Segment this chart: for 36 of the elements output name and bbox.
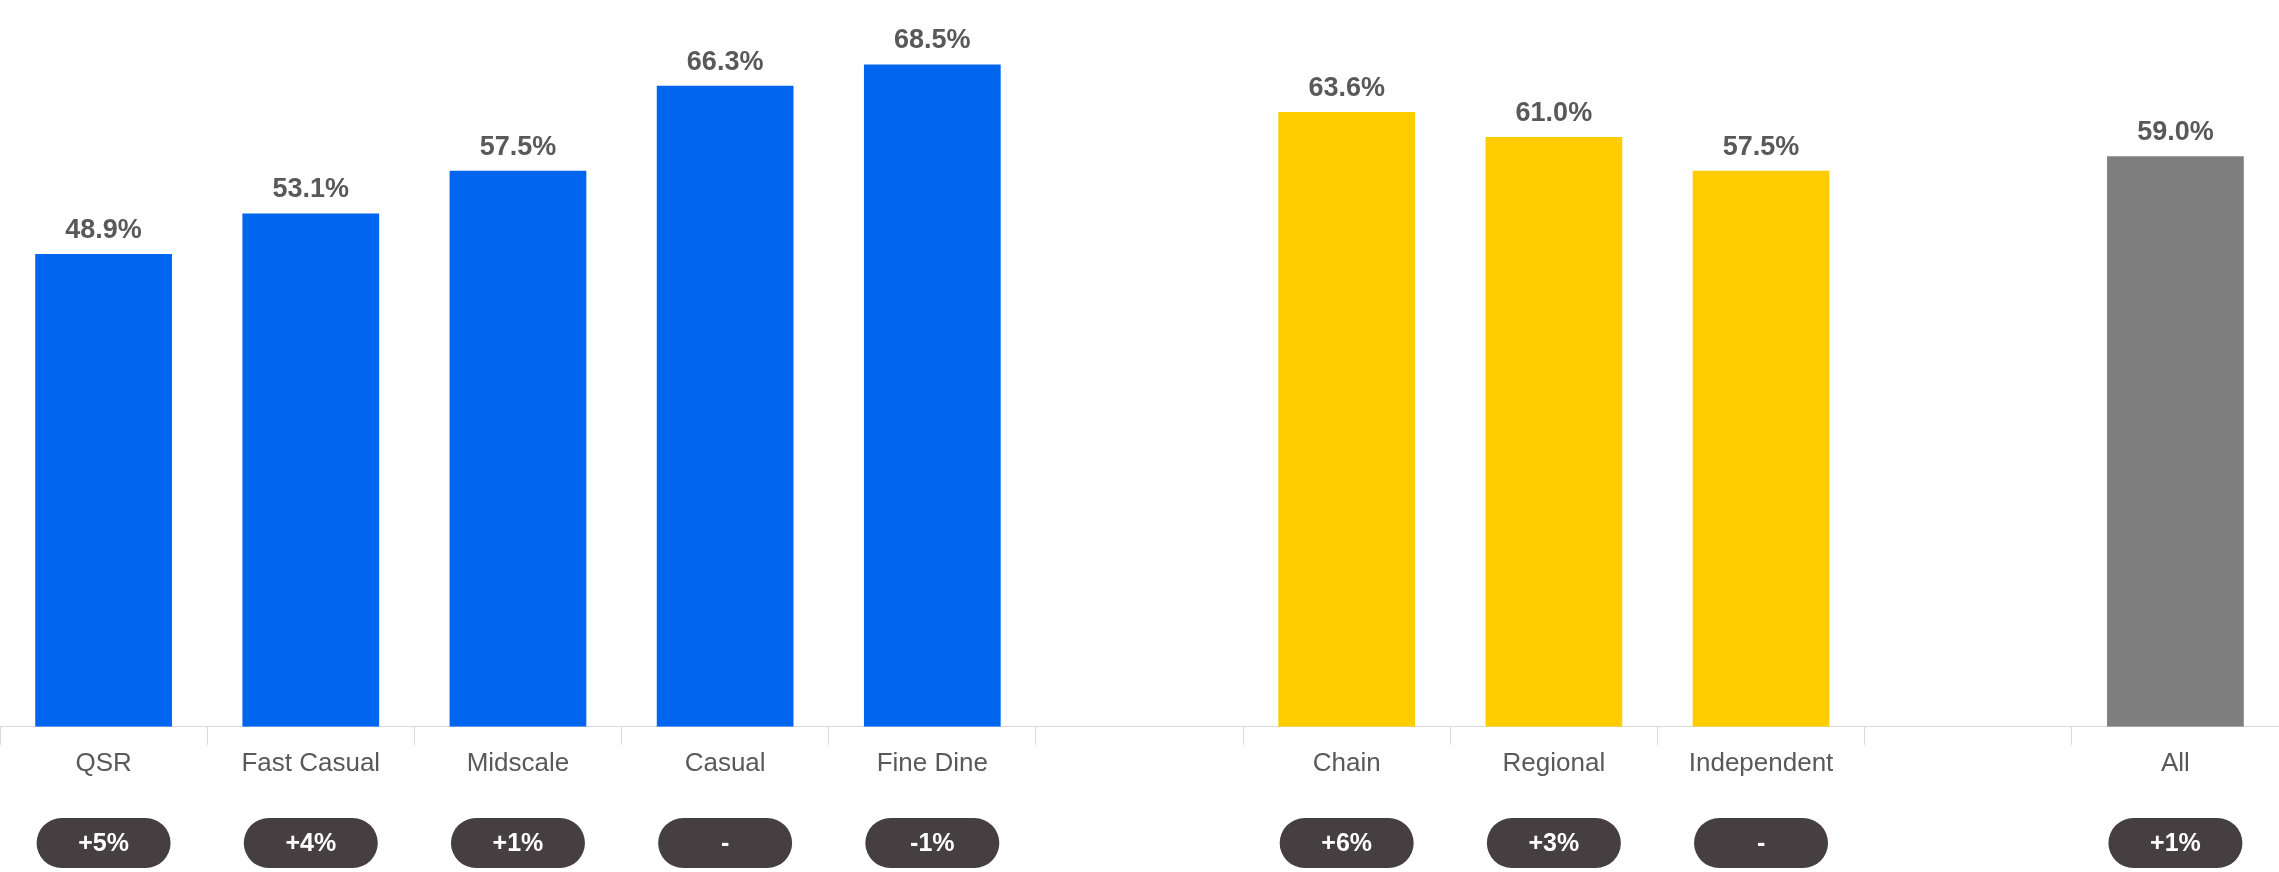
x-tick-label: Chain [1312, 746, 1381, 777]
x-tick-label: Fast Casual [241, 746, 381, 777]
data-label: 66.3% [686, 45, 764, 76]
bar [2107, 156, 2244, 727]
bar [35, 254, 172, 727]
text: -1% [910, 827, 955, 856]
data-label: 57.5% [1722, 130, 1800, 161]
data-label: 59.0% [2137, 116, 2214, 147]
text: +6% [1321, 827, 1373, 856]
bar [863, 64, 1001, 727]
x-tick-label: Midscale [466, 746, 570, 777]
x-tick-label: All [2160, 746, 2190, 777]
text: - [720, 827, 730, 856]
bar [1278, 111, 1416, 727]
text: +4% [285, 827, 337, 856]
bar [449, 170, 587, 727]
text: +1% [492, 827, 544, 856]
text: +1% [2150, 827, 2201, 856]
bar [1692, 170, 1830, 727]
bar [1485, 137, 1623, 727]
x-tick-label: QSR [75, 746, 132, 777]
x-tick-label: Regional [1502, 746, 1606, 777]
x-tick-label: Fine Dine [876, 746, 988, 777]
data-label: 63.6% [1308, 71, 1385, 102]
x-tick-label: Casual [684, 746, 766, 777]
x-tick-label: Independent [1688, 746, 1835, 777]
data-label: 61.0% [1515, 96, 1593, 127]
data-label: 48.9% [65, 213, 142, 244]
data-label: 53.1% [272, 173, 350, 204]
bar [242, 213, 380, 727]
text: +3% [1528, 827, 1580, 856]
text: +5% [78, 827, 129, 856]
bar [656, 85, 794, 727]
data-label: 68.5% [894, 24, 971, 55]
text: - [1756, 827, 1766, 856]
data-label: 57.5% [479, 130, 557, 161]
